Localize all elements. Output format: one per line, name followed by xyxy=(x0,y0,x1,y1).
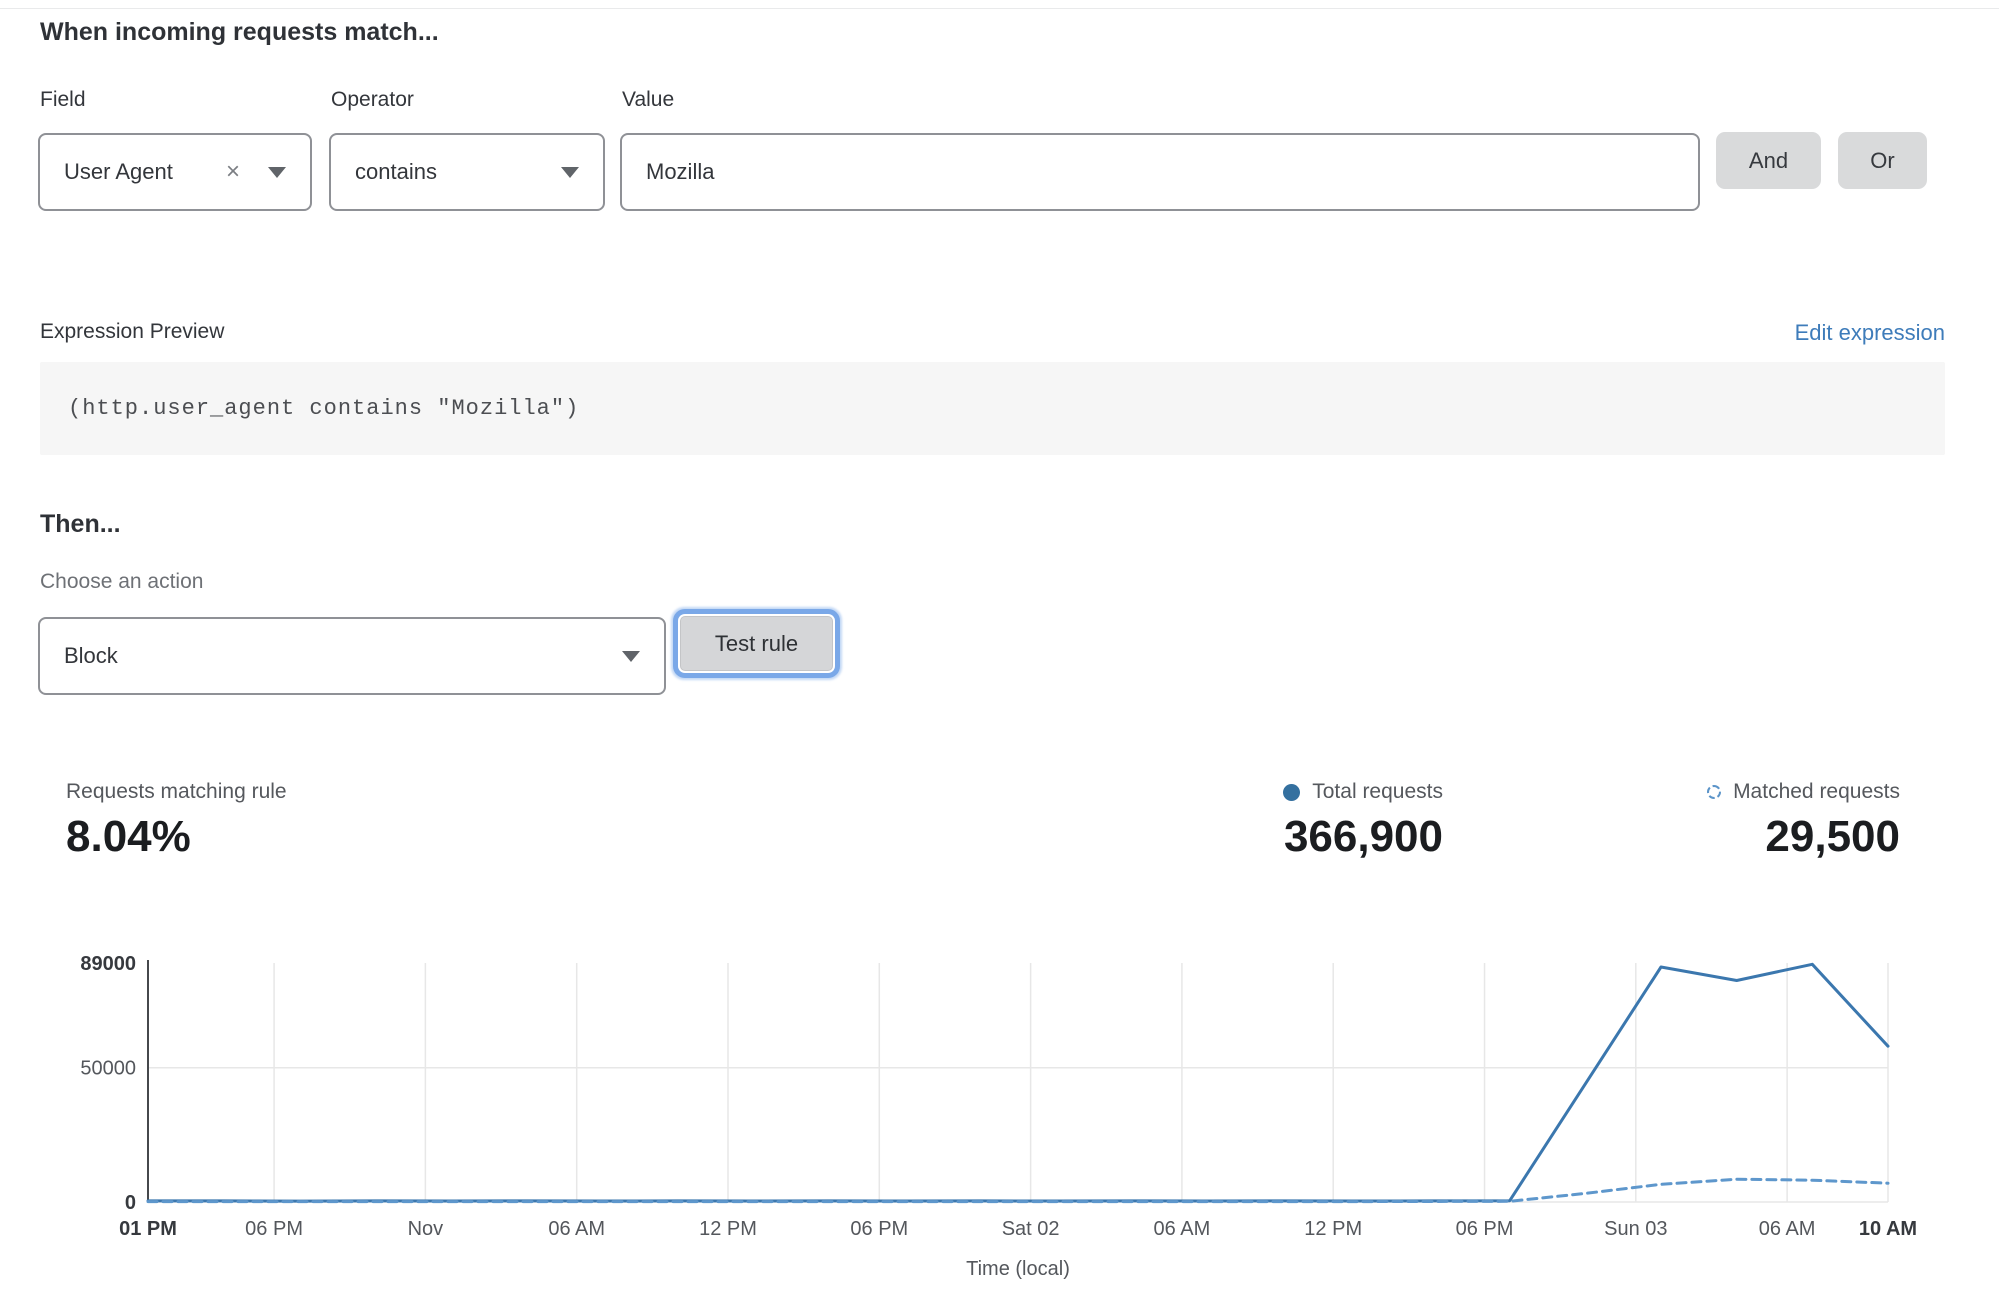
top-divider xyxy=(0,8,1999,9)
stat-total-requests: Total requests 366,900 xyxy=(1283,780,1443,862)
stat-matching-label: Requests matching rule xyxy=(66,780,287,803)
total-requests-legend[interactable]: Total requests xyxy=(1283,780,1443,804)
value-label: Value xyxy=(622,88,675,111)
value-input[interactable] xyxy=(620,133,1700,211)
edit-expression-link[interactable]: Edit expression xyxy=(1794,320,1945,345)
stat-matched-requests: Matched requests 29,500 xyxy=(1707,780,1900,862)
stat-total-value: 366,900 xyxy=(1283,812,1443,861)
test-rule-button[interactable]: Test rule xyxy=(680,616,833,671)
y-tick-label: 89000 xyxy=(80,953,136,975)
y-tick-label: 0 xyxy=(125,1192,136,1214)
x-tick-label: 12 PM xyxy=(1304,1218,1362,1240)
stat-total-label: Total requests xyxy=(1312,780,1443,803)
page-title: When incoming requests match... xyxy=(40,18,439,46)
requests-chart-svg: 89000 50000 0 01 PM 06 PM Nov 06 AM 12 PM 06 PM S… xyxy=(80,953,1917,1280)
chevron-down-icon[interactable] xyxy=(622,650,640,662)
stat-matching-rule: Requests matching rule 8.04% xyxy=(66,780,287,862)
choose-action-label: Choose an action xyxy=(40,570,204,593)
field-select-value: User Agent xyxy=(64,159,173,184)
chevron-down-icon[interactable] xyxy=(561,166,579,178)
x-tick-label: 10 AM xyxy=(1859,1218,1917,1240)
operator-label: Operator xyxy=(331,88,414,111)
x-tick-label: 06 PM xyxy=(1456,1218,1514,1240)
x-tick-label: 01 PM xyxy=(119,1218,177,1240)
x-tick-label: Sat 02 xyxy=(1002,1218,1060,1240)
and-button[interactable]: And xyxy=(1716,132,1821,189)
action-select-value: Block xyxy=(64,643,118,668)
field-select[interactable]: User Agent × xyxy=(38,133,312,211)
x-tick-label: 06 PM xyxy=(850,1218,908,1240)
expression-preview-box: (http.user_agent contains "Mozilla") xyxy=(40,362,1945,455)
x-tick-label: Nov xyxy=(408,1218,444,1240)
operator-select-value: contains xyxy=(355,159,437,184)
clear-field-icon[interactable]: × xyxy=(225,158,240,185)
stat-matched-value: 29,500 xyxy=(1765,812,1900,861)
stat-matching-value: 8.04% xyxy=(66,812,191,861)
x-tick-label: 12 PM xyxy=(699,1218,757,1240)
total-requests-legend-dot-icon xyxy=(1283,783,1301,801)
expression-code: (http.user_agent contains "Mozilla") xyxy=(68,396,580,421)
x-tick-label: 06 AM xyxy=(1154,1218,1211,1240)
x-tick-label: Sun 03 xyxy=(1604,1218,1667,1240)
x-tick-label: 06 AM xyxy=(1759,1218,1816,1240)
field-label: Field xyxy=(40,88,86,111)
total-requests-line xyxy=(146,962,1890,1203)
y-tick-label: 50000 xyxy=(80,1058,136,1080)
action-select[interactable]: Block xyxy=(38,617,666,695)
x-axis-title: Time (local) xyxy=(966,1258,1070,1280)
or-button[interactable]: Or xyxy=(1838,132,1927,189)
matched-requests-legend-dashed-icon xyxy=(1707,785,1722,799)
matched-requests-line xyxy=(146,1177,1890,1204)
matched-requests-legend[interactable]: Matched requests xyxy=(1707,780,1900,804)
operator-select[interactable]: contains xyxy=(329,133,605,211)
expression-preview-label: Expression Preview xyxy=(40,320,225,343)
then-title: Then... xyxy=(40,510,121,538)
stat-matched-label: Matched requests xyxy=(1733,780,1900,803)
requests-chart: 89000 50000 0 01 PM 06 PM Nov 06 AM 12 PM 06 PM S… xyxy=(0,930,1999,1295)
chevron-down-icon[interactable] xyxy=(268,166,286,178)
x-tick-label: 06 AM xyxy=(548,1218,605,1240)
x-tick-label: 06 PM xyxy=(245,1218,303,1240)
